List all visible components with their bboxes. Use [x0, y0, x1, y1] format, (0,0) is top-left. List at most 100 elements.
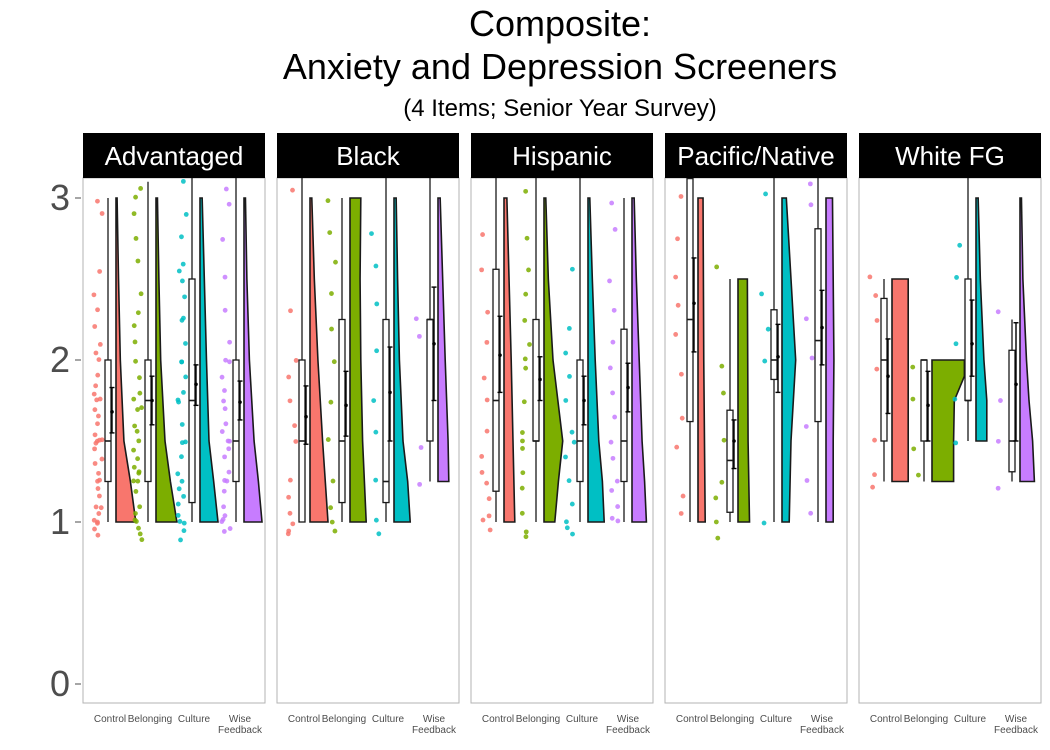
density-cloud [587, 197, 606, 523]
data-point [765, 326, 771, 332]
data-point [523, 188, 529, 194]
data-point [916, 472, 921, 478]
data-point [97, 437, 102, 443]
data-point [95, 421, 100, 427]
density-cloud [697, 197, 707, 523]
density-cloud [631, 197, 648, 523]
y-tick-label: 3 [50, 177, 70, 218]
data-point [175, 397, 181, 403]
mean-point [194, 382, 198, 387]
density-cloud [437, 197, 450, 483]
x-tick-label: Wise [1005, 714, 1028, 725]
data-point [219, 374, 225, 380]
data-point [136, 438, 142, 444]
data-point [522, 318, 528, 323]
data-point [374, 301, 380, 307]
facet-panel: Advantaged Control Belonging Culture WiseFee… [82, 133, 266, 736]
data-point [808, 510, 814, 516]
data-point [417, 481, 423, 487]
data-point [131, 447, 136, 453]
data-point [135, 407, 140, 412]
data-point [92, 407, 98, 413]
x-tick-label: Feedback [412, 725, 457, 736]
data-point [222, 307, 228, 313]
data-point [92, 446, 97, 452]
chart-title-line2: Anxiety and Depression Screeners [283, 46, 837, 87]
x-tick-label: Feedback [994, 725, 1039, 736]
data-point [373, 429, 379, 435]
data-point [179, 234, 184, 240]
x-tick-label: Control [482, 714, 514, 725]
data-point [523, 529, 529, 535]
mean-point [432, 342, 436, 346]
box [964, 278, 972, 402]
y-tick-label: 0 [50, 663, 70, 704]
data-point [287, 398, 293, 404]
data-point [719, 479, 725, 485]
x-tick-label: Wise [229, 714, 252, 725]
data-point [873, 293, 879, 298]
box [104, 359, 112, 483]
data-point [183, 212, 189, 217]
x-tick-label: Feedback [218, 725, 263, 736]
data-point [480, 517, 486, 523]
data-point [96, 470, 101, 476]
mean-point [626, 385, 630, 390]
data-point [181, 520, 187, 526]
data-point [673, 332, 679, 337]
x-tick-label: Belonging [710, 714, 754, 725]
box [620, 328, 628, 483]
data-point [569, 266, 575, 272]
data-point [371, 398, 377, 403]
density-cloud [349, 197, 368, 523]
box [382, 318, 390, 504]
data-point [293, 439, 299, 444]
data-point [175, 513, 181, 518]
mean-point [820, 325, 824, 330]
data-point [329, 326, 334, 332]
data-point [673, 274, 679, 280]
mean-point [776, 354, 780, 359]
data-point [98, 505, 104, 511]
data-point [180, 278, 185, 284]
data-point [95, 198, 100, 204]
data-point [486, 496, 492, 502]
data-point [225, 438, 231, 444]
box [880, 297, 888, 442]
data-point [181, 493, 186, 499]
data-point [286, 528, 292, 534]
data-point [569, 429, 575, 435]
data-point [91, 292, 97, 298]
data-point [570, 531, 575, 537]
x-tick-label: Culture [372, 714, 405, 725]
data-point [674, 444, 680, 450]
x-tick-label: Belonging [904, 714, 948, 725]
density-cloud [931, 359, 966, 483]
data-point [808, 202, 814, 208]
data-point [329, 519, 335, 525]
box [426, 318, 434, 442]
data-point [520, 446, 525, 451]
box [686, 178, 694, 423]
data-point [91, 391, 97, 397]
density-cloud [1019, 197, 1036, 483]
data-point [563, 350, 569, 356]
data-point [138, 186, 144, 191]
data-point [520, 470, 526, 476]
data-point [527, 342, 532, 347]
data-point [564, 519, 569, 525]
strip-label: Advantaged [105, 141, 244, 171]
data-point [138, 291, 144, 297]
box [492, 268, 500, 492]
box [232, 359, 240, 483]
strip-label: Black [336, 141, 401, 171]
data-point [293, 358, 299, 363]
data-point [571, 439, 577, 445]
data-point [567, 373, 572, 379]
x-tick-label: Control [870, 714, 902, 725]
data-point [675, 236, 680, 242]
data-point [325, 198, 331, 204]
data-point [761, 520, 767, 526]
strip-background [665, 133, 847, 178]
